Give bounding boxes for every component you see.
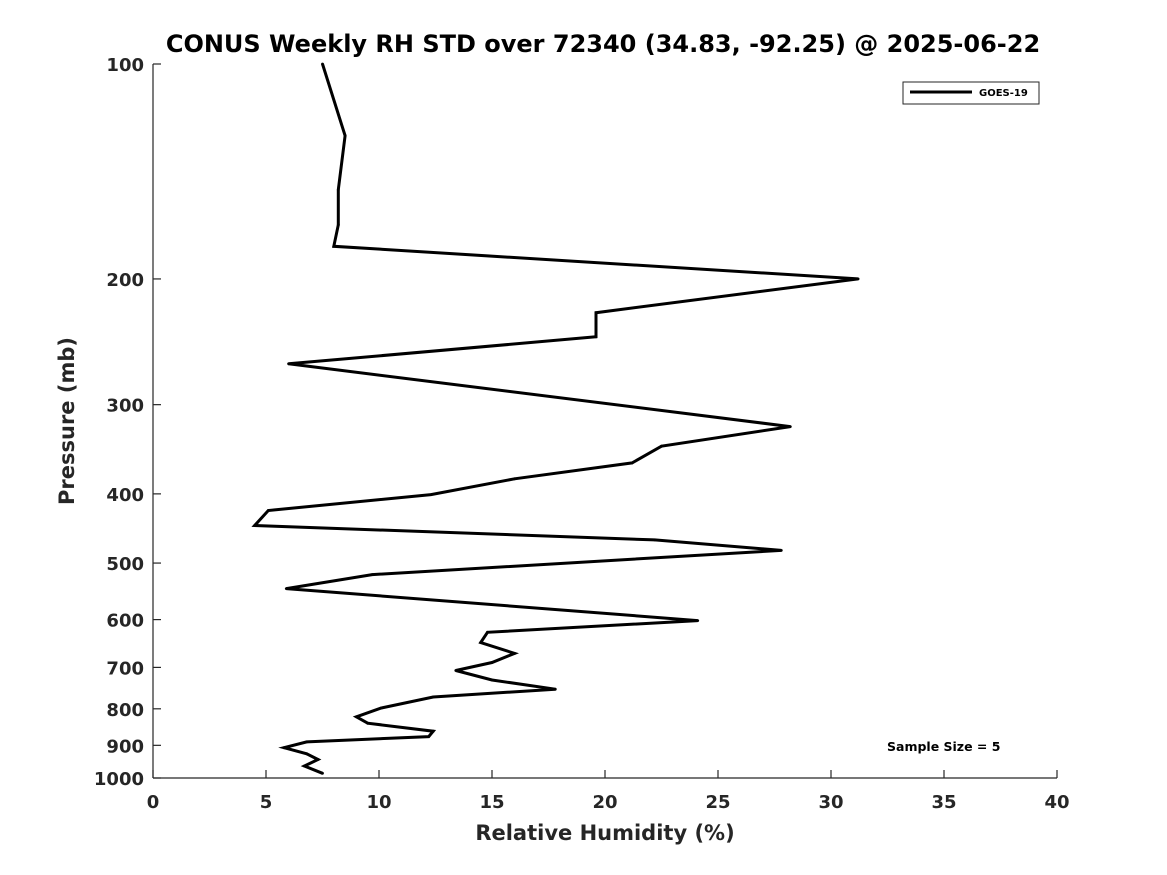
y-tick-label: 1000 (94, 769, 144, 790)
x-tick-label: 20 (592, 792, 617, 813)
x-tick-label: 0 (147, 792, 160, 813)
data-point (490, 661, 494, 664)
x-tick-label: 5 (260, 792, 273, 813)
data-point (332, 244, 336, 248)
data-point (490, 678, 494, 682)
x-tick-label: 15 (479, 792, 504, 813)
data-point (282, 746, 286, 750)
data-point (321, 771, 324, 775)
y-tick-label: 600 (106, 611, 144, 632)
x-tick-label: 35 (931, 792, 956, 813)
data-point (303, 764, 306, 768)
data-point (788, 425, 792, 428)
data-point (594, 311, 598, 315)
data-point (630, 461, 634, 465)
series-layer (251, 62, 860, 775)
data-point (513, 477, 516, 481)
legend: GOES-19 (902, 81, 1040, 105)
data-point (653, 538, 657, 542)
data-point (479, 641, 483, 644)
data-point (370, 573, 374, 576)
y-tick-label: 200 (106, 270, 144, 291)
legend-entry-goes-19: GOES-19 (979, 88, 1028, 99)
data-point (660, 444, 663, 448)
y-tick-label: 500 (106, 554, 144, 575)
data-point (321, 62, 324, 66)
y-ticks: 100 200 300 400 500 600 700 800 900 1000 (94, 55, 161, 790)
data-point (355, 715, 358, 719)
plot-area (153, 64, 1057, 778)
x-tick-label: 40 (1044, 792, 1069, 813)
chart-title: CONUS Weekly RH STD over 72340 (34.83, -… (166, 30, 1040, 58)
data-point (305, 740, 309, 744)
data-point (696, 619, 700, 622)
data-point (427, 735, 431, 738)
sample-size-annotation: Sample Size = 5 (887, 739, 1000, 754)
data-point (779, 549, 783, 552)
x-tick-label: 30 (818, 792, 843, 813)
data-point (266, 509, 270, 512)
data-point (454, 669, 458, 672)
data-point (431, 695, 435, 699)
data-point (486, 630, 489, 634)
data-point (253, 524, 257, 527)
y-tick-label: 900 (106, 736, 144, 757)
data-point (553, 687, 557, 691)
data-point (366, 721, 370, 725)
data-point (343, 134, 347, 138)
y-axis-label: Pressure (mb) (55, 337, 79, 505)
x-axis-label: Relative Humidity (%) (475, 821, 734, 845)
series-line-goes-19 (251, 63, 859, 775)
data-point (336, 223, 340, 227)
data-point (513, 652, 516, 655)
data-point (305, 752, 309, 756)
y-tick-label: 300 (106, 396, 144, 417)
y-tick-label: 100 (106, 55, 144, 76)
data-point (284, 587, 288, 590)
y-tick-label: 700 (106, 658, 144, 679)
x-tick-label: 25 (705, 792, 730, 813)
data-point (594, 335, 598, 339)
data-point (336, 188, 340, 192)
y-tick-label: 400 (106, 485, 144, 506)
y-tick-label: 800 (106, 700, 144, 721)
data-point (379, 706, 383, 710)
data-point (316, 758, 320, 761)
x-ticks: 0 5 10 15 20 25 30 35 40 (147, 770, 1070, 813)
data-point (431, 729, 435, 733)
x-tick-label: 10 (366, 792, 391, 813)
data-point (287, 362, 290, 366)
data-point (429, 493, 433, 496)
data-point (856, 277, 860, 281)
